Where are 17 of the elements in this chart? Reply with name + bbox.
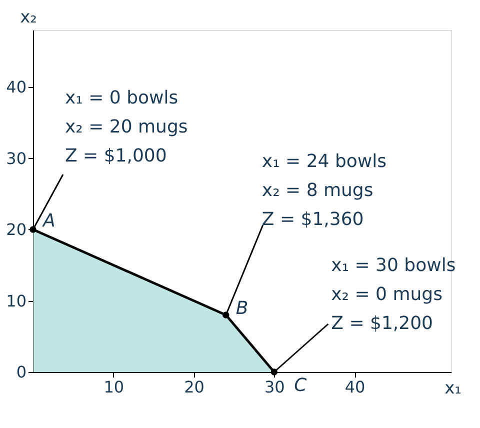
x-axis-title: x₁ [444,378,462,398]
y-tick-label: 20 [6,220,26,239]
x-tick-label: 10 [104,378,124,396]
y-axis-title: x₂ [20,8,37,28]
annotation: x₁ = 24 bowls x₂ = 8 mugs Z = $1,360 [262,151,386,230]
y-tick-label: 0 [16,362,26,382]
annotation: x₁ = 0 bowls x₂ = 20 mugs Z = $1,000 [65,88,188,166]
annotation: x₁ = 30 bowls x₂ = 0 mugs Z = $1,200 [331,255,456,334]
x-tick-label: 40 [344,378,366,396]
y-tick-label: 30 [6,148,26,168]
annotation: A [42,210,56,232]
annotation: C [294,375,308,396]
x-tick-label: 20 [184,378,204,396]
annotation: B [236,298,248,319]
y-tick-label: 10 [6,291,26,310]
y-tick-label: 40 [6,78,26,96]
x-tick-label: 30 [264,378,285,396]
